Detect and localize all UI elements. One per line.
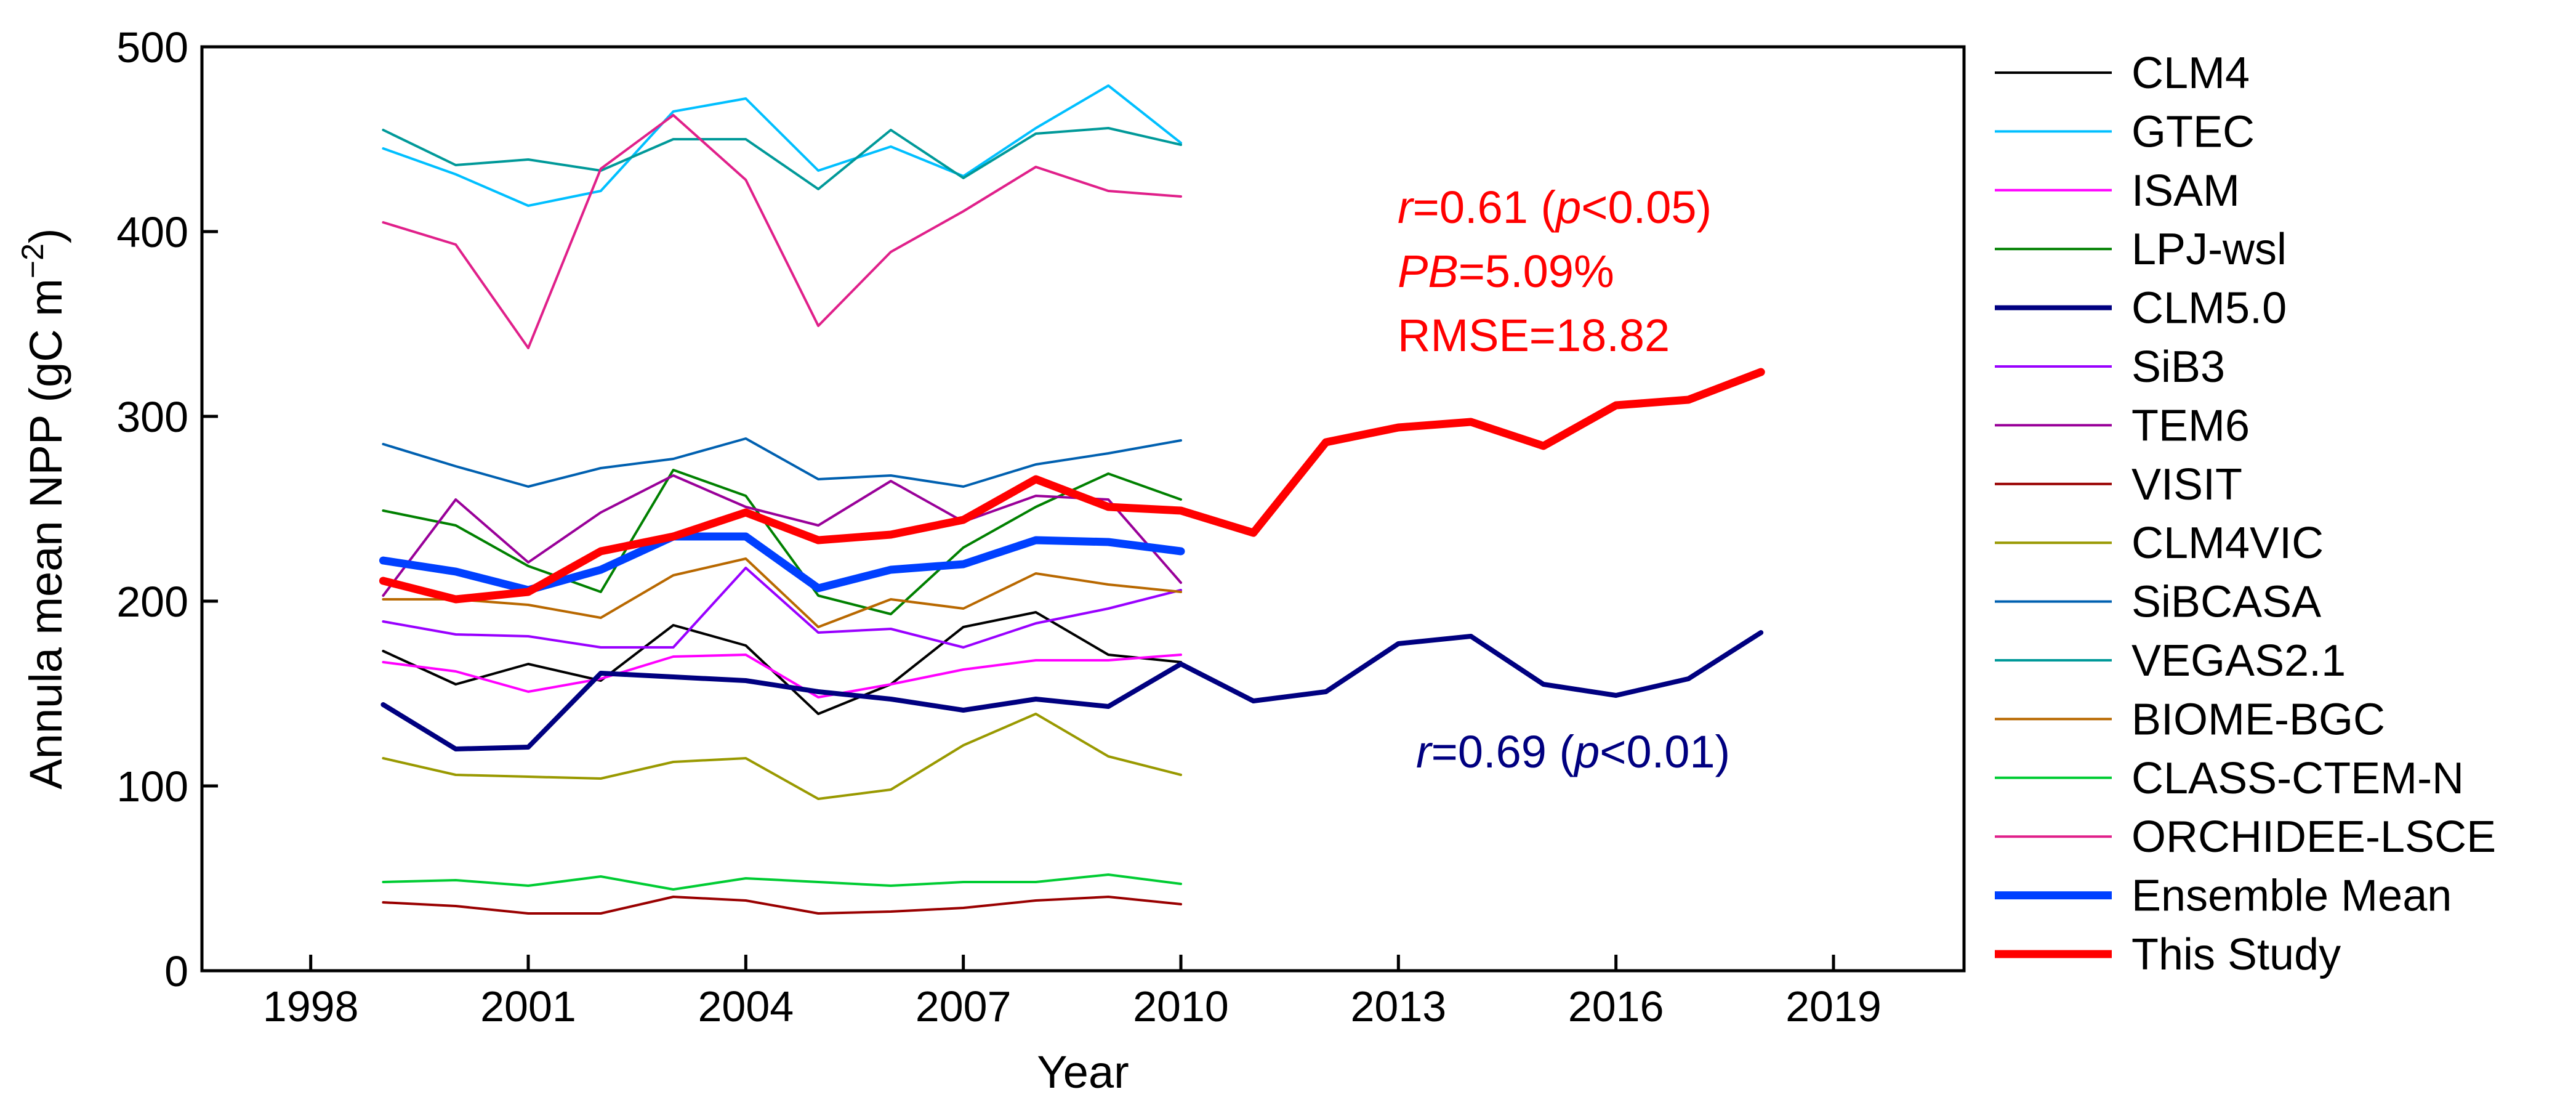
annotation-blue-r-part-3: <0.01) <box>1600 726 1730 777</box>
annotation-red-pb: PB=5.09% <box>1398 246 1614 297</box>
legend-item-gtec: GTEC <box>1995 107 2255 156</box>
y-tick-label-400: 400 <box>116 208 188 256</box>
legend-item-sib3: SiB3 <box>1995 342 2225 392</box>
annotation-red-r-part-3: <0.05) <box>1581 182 1712 233</box>
annotation-red-r-part-1: =0.61 ( <box>1413 182 1556 233</box>
series-layer <box>379 84 1765 915</box>
series-line-lpj-wsl <box>382 469 1182 615</box>
y-axis-title: Annula mean NPP (gC m−2) <box>15 228 71 789</box>
legend-label-visit: VISIT <box>2131 460 2242 509</box>
legend-label-biome-bgc: BIOME-BGC <box>2131 695 2385 744</box>
series-line-biome-bgc <box>382 557 1182 628</box>
legend-label-vegas2-1: VEGAS2.1 <box>2131 636 2346 686</box>
legend-item-isam: ISAM <box>1995 166 2240 216</box>
y-axis-title-close: ) <box>20 228 71 243</box>
legend-item-this-study: This Study <box>1995 930 2341 979</box>
annotation-blue-r-part-0: r <box>1416 726 1433 777</box>
x-tick-label-2004: 2004 <box>698 982 794 1030</box>
annotations-layer: r=0.61 (p<0.05)PB=5.09%RMSE=18.82r=0.69 … <box>1398 182 1730 777</box>
series-line-this-study <box>379 368 1765 604</box>
series-line-clm4vic <box>382 713 1182 800</box>
series-line-visit <box>382 896 1182 915</box>
annotation-red-rmse: RMSE=18.82 <box>1398 310 1670 361</box>
x-tick-label-1998: 1998 <box>263 982 359 1030</box>
x-axis-title: Year <box>1037 1046 1129 1098</box>
legend-label-class-ctem-n: CLASS-CTEM-N <box>2131 754 2464 803</box>
annotation-blue-r-part-1: =0.69 ( <box>1431 726 1575 777</box>
series-line-gtec <box>382 84 1182 207</box>
plot-frame <box>200 45 1966 973</box>
series-line-tem6 <box>382 474 1182 597</box>
legend-item-clm5-0: CLM5.0 <box>1995 284 2287 333</box>
series-line-clm4 <box>382 611 1182 715</box>
y-tick-label-0: 0 <box>164 947 188 995</box>
x-tick-label-2007: 2007 <box>916 982 1012 1030</box>
series-line-clm5-0 <box>380 630 1764 751</box>
annotation-blue-r-part-2: p <box>1573 726 1600 777</box>
legend: CLM4 GTEC ISAM LPJ-wsl CLM5.0 SiB3 TEM6 VISIT CL… <box>1995 49 2496 979</box>
legend-item-orchidee-lsce: ORCHIDEE-LSCE <box>1995 812 2496 862</box>
legend-item-visit: VISIT <box>1995 460 2242 509</box>
legend-item-biome-bgc: BIOME-BGC <box>1995 695 2385 744</box>
legend-label-orchidee-lsce: ORCHIDEE-LSCE <box>2131 812 2496 862</box>
annotation-red-pb-part-0: PB <box>1398 246 1459 297</box>
legend-label-sib3: SiB3 <box>2131 342 2225 392</box>
x-tick-label-2010: 2010 <box>1133 982 1229 1030</box>
legend-item-vegas2-1: VEGAS2.1 <box>1995 636 2346 686</box>
annotation-blue-r: r=0.69 (p<0.01) <box>1416 726 1730 777</box>
annotation-red-pb-part-1: =5.09% <box>1459 246 1614 297</box>
legend-item-clm4vic: CLM4VIC <box>1995 519 2324 568</box>
legend-label-clm5-0: CLM5.0 <box>2131 284 2287 333</box>
series-line-sib3 <box>382 567 1182 649</box>
series-line-ensemble-mean <box>379 532 1185 594</box>
legend-item-lpj-wsl: LPJ-wsl <box>1995 225 2287 274</box>
legend-item-tem6: TEM6 <box>1995 401 2250 450</box>
legend-label-this-study: This Study <box>2131 930 2341 979</box>
x-tick-label-2001: 2001 <box>480 982 576 1030</box>
legend-label-gtec: GTEC <box>2131 107 2255 156</box>
x-tick-label-2019: 2019 <box>1785 982 1882 1030</box>
legend-item-ensemble-mean: Ensemble Mean <box>1995 872 2452 921</box>
y-tick-label-100: 100 <box>116 763 188 811</box>
x-tick-label-2016: 2016 <box>1568 982 1664 1030</box>
y-tick-label-300: 300 <box>116 393 188 441</box>
x-tick-label-2013: 2013 <box>1350 982 1446 1030</box>
axes-layer: 1998 2001 2004 2007 2010 2013 2016 2019 0 100 200 3… <box>15 23 1966 1098</box>
annotation-red-r-part-2: p <box>1555 182 1581 233</box>
y-axis-title-sup: −2 <box>15 243 50 278</box>
series-line-sibcasa <box>382 437 1182 488</box>
legend-label-clm4: CLM4 <box>2131 49 2250 98</box>
legend-label-ensemble-mean: Ensemble Mean <box>2131 872 2452 921</box>
annotation-red-rmse-part-0: RMSE=18.82 <box>1398 310 1670 361</box>
annotation-red-r: r=0.61 (p<0.05) <box>1398 182 1712 233</box>
series-line-orchidee-lsce <box>382 114 1182 349</box>
series-line-isam <box>382 654 1182 698</box>
legend-label-tem6: TEM6 <box>2131 401 2250 450</box>
legend-label-isam: ISAM <box>2131 166 2240 216</box>
legend-label-clm4vic: CLM4VIC <box>2131 519 2324 568</box>
y-axis-title-main: Annula mean NPP (gC m <box>20 278 71 789</box>
series-line-class-ctem-n <box>382 873 1182 891</box>
legend-label-lpj-wsl: LPJ-wsl <box>2131 225 2287 274</box>
legend-item-clm4: CLM4 <box>1995 49 2250 98</box>
legend-item-class-ctem-n: CLASS-CTEM-N <box>1995 754 2464 803</box>
series-line-vegas2-1 <box>382 127 1182 190</box>
legend-item-sibcasa: SiBCASA <box>1995 578 2321 627</box>
legend-label-sibcasa: SiBCASA <box>2131 578 2321 627</box>
y-tick-label-200: 200 <box>116 578 188 626</box>
y-tick-label-500: 500 <box>116 23 188 71</box>
annotation-red-r-part-0: r <box>1398 182 1415 233</box>
